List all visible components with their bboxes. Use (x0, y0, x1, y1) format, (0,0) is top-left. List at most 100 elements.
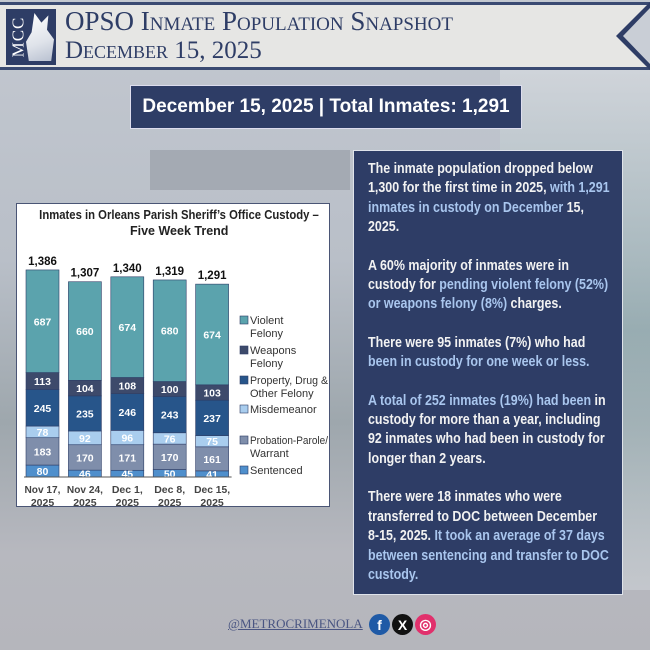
info-text: A 60% majority of inmates were in custod… (368, 256, 569, 294)
total-label: 1,291 (198, 270, 227, 282)
legend-label: Warrant (250, 448, 289, 460)
legend-label: Felony (250, 358, 284, 370)
info-paragraph: There were 18 inmates who were transferr… (368, 487, 610, 584)
legend-swatch (239, 404, 249, 414)
data-label: 243 (161, 410, 179, 422)
highlight-text: A total of 252 inmates (19%) had been (368, 391, 595, 409)
x-tick-label: Nov 17, (25, 484, 61, 496)
data-label: 41 (206, 469, 218, 481)
legend-label: Sentenced (250, 465, 303, 477)
chart-title-line: Inmates in Orleans Parish Sheriff’s Offi… (39, 208, 319, 222)
chart-panel: 80 183 78 245 113 687 1,386 Nov 17, 2025 46 170 92 2… (16, 203, 330, 507)
bar-segment-property-drug-other-felony (195, 399, 229, 436)
legend-swatch (239, 375, 249, 385)
data-label: 171 (119, 453, 137, 465)
header-banner (0, 2, 650, 70)
x-tick-label: 2025 (73, 497, 97, 507)
data-label: 660 (76, 326, 94, 338)
info-text-block: The inmate population dropped below 1,30… (368, 159, 610, 584)
x-icon[interactable]: X (392, 614, 413, 635)
data-label: 103 (203, 388, 221, 400)
info-panel: The inmate population dropped below 1,30… (353, 150, 623, 595)
data-label: 100 (161, 384, 179, 396)
total-label: 1,340 (113, 263, 142, 275)
background-building-dark (150, 150, 350, 190)
info-paragraph: There were 95 inmates (7%) who had been … (368, 333, 610, 372)
highlight-text: pending violent felony (52%) or weapons … (368, 276, 609, 313)
data-label: 46 (79, 469, 91, 481)
data-label: 674 (203, 329, 221, 341)
x-tick-label: 2025 (158, 497, 182, 507)
bar-segment-probation-parole-warrant (110, 444, 145, 471)
legend-swatch (239, 315, 249, 325)
info-paragraph: A total of 252 inmates (19%) had been in… (368, 391, 610, 469)
data-label: 92 (79, 433, 91, 445)
legend-label: Misdemeanor (250, 404, 317, 416)
mcc-logo: MCC (6, 9, 56, 65)
data-label: 680 (161, 326, 179, 338)
x-tick-label: Dec 1, (112, 484, 143, 496)
legend-label: Property, Drug & (250, 375, 329, 387)
bar-segment-probation-parole-warrant (152, 443, 187, 470)
legend-swatch (239, 465, 249, 475)
legend-swatch (239, 345, 249, 355)
data-label: 104 (76, 383, 94, 395)
legend-label: Probation-Parole/ (250, 435, 329, 447)
x-tick-label: Nov 24, (67, 484, 103, 496)
data-label: 237 (203, 413, 221, 425)
social-handle[interactable]: @METROCRIMENOLA (228, 616, 363, 631)
total-label: 1,386 (28, 256, 57, 268)
data-label: 76 (164, 433, 176, 445)
x-tick-label: Dec 8, (154, 484, 185, 496)
total-inmates-text: December 15, 2025 | Total Inmates: 1,291 (142, 96, 510, 117)
facebook-icon[interactable]: f (369, 614, 390, 635)
legend-label: Violent (250, 315, 283, 327)
bar-segment-violent-felony (25, 269, 60, 373)
chevron-decoration (616, 2, 650, 70)
data-label: 183 (34, 446, 52, 458)
page-title: OPSO Inmate Population Snapshot (65, 6, 453, 36)
data-label: 245 (34, 403, 52, 415)
info-text: charges. (510, 295, 562, 313)
data-label: 170 (76, 452, 94, 464)
data-label: 161 (203, 454, 221, 466)
bar-segment-probation-parole-warrant (25, 437, 60, 466)
data-label: 108 (119, 381, 137, 393)
data-label: 96 (121, 433, 133, 445)
legend-label: Felony (250, 328, 284, 340)
x-tick-label: 2025 (31, 497, 55, 507)
data-label: 75 (206, 436, 218, 448)
bar-segment-property-drug-other-felony (152, 396, 187, 434)
x-tick-label: 2025 (116, 497, 140, 507)
highlight-text: with 1,291 inmates in custody on Decembe… (368, 179, 610, 216)
data-label: 113 (34, 376, 51, 388)
wolf-icon (26, 13, 54, 61)
data-label: 674 (119, 322, 137, 334)
legend-label: Other Felony (250, 388, 314, 400)
bar-segment-property-drug-other-felony (68, 395, 102, 432)
bar-segment-violent-felony (195, 283, 229, 386)
legend-label: Weapons (250, 345, 297, 357)
instagram-icon[interactable]: ◎ (415, 614, 436, 635)
info-text: The inmate population dropped below 1,30… (368, 160, 593, 197)
info-text: in custody for more than a year, includi… (368, 391, 606, 467)
data-label: 235 (76, 408, 94, 420)
total-inmates-banner: December 15, 2025 | Total Inmates: 1,291 (130, 85, 522, 129)
chart-title-line: Five Week Trend (130, 224, 229, 238)
bar-segment-probation-parole-warrant (195, 446, 229, 472)
page-date: December 15, 2025 (65, 37, 262, 64)
info-text: There were 18 inmates who were transferr… (368, 488, 598, 545)
x-tick-label: 2025 (200, 497, 224, 507)
chart-title: Inmates in Orleans Parish Sheriff’s Offi… (37, 207, 321, 239)
data-label: 80 (37, 466, 49, 478)
info-paragraph: A 60% majority of inmates were in custod… (368, 256, 610, 314)
data-label: 50 (164, 468, 176, 480)
info-text: 15, 2025. (368, 198, 584, 236)
info-text: There were 95 inmates (7%) who had (368, 333, 586, 351)
data-label: 170 (161, 452, 179, 464)
data-label: 687 (34, 316, 52, 328)
bar-segment-violent-felony (152, 279, 187, 382)
highlight-text: been in custody for one week or less. (368, 353, 590, 371)
total-label: 1,319 (155, 266, 184, 278)
